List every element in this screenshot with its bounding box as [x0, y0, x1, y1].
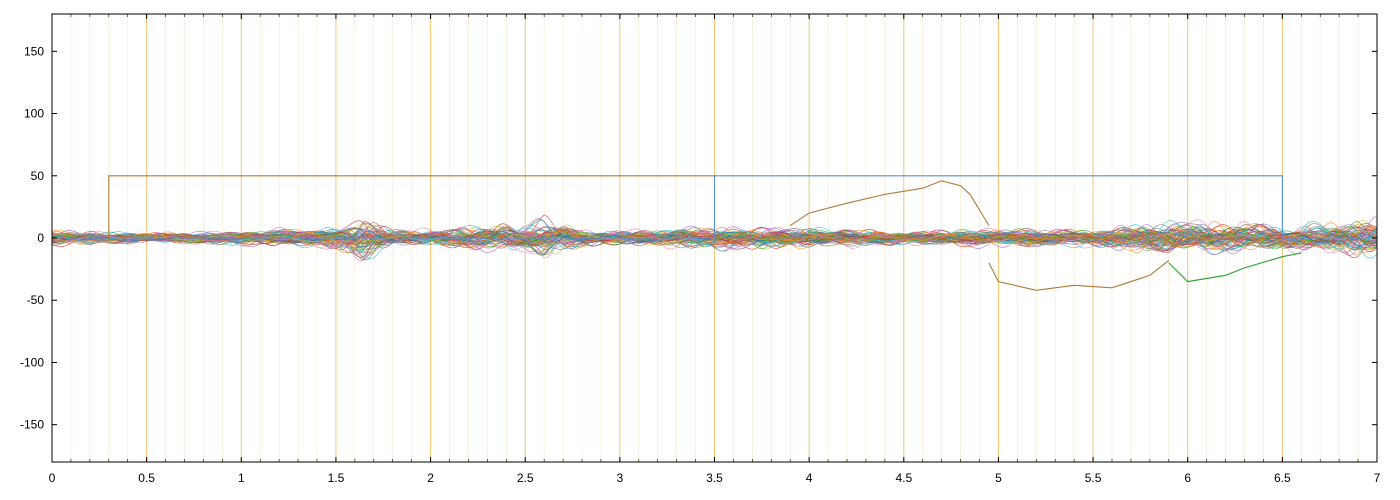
series-layer	[52, 175, 1377, 291]
x-tick-label: 6.5	[1274, 471, 1291, 485]
y-tick-label: -150	[20, 418, 44, 432]
y-tick-label: 100	[24, 107, 44, 121]
eeg-trace	[51, 229, 1378, 249]
eeg-trace	[51, 227, 1378, 250]
x-tick-label: 0.5	[138, 471, 155, 485]
series-line	[789, 180, 990, 227]
series-line	[988, 259, 1170, 291]
y-tick-label: -50	[27, 293, 45, 307]
series-line	[1168, 252, 1302, 283]
x-tick-label: 5.5	[1085, 471, 1102, 485]
x-tick-label: 4	[806, 471, 813, 485]
x-tick-label: 6	[1184, 471, 1191, 485]
x-tick-label: 2	[427, 471, 434, 485]
eeg-trace	[51, 223, 1378, 248]
y-tick-label: 150	[24, 44, 44, 58]
x-tick-label: 2.5	[517, 471, 534, 485]
series-line	[52, 175, 1377, 239]
x-tick-label: 1.5	[328, 471, 345, 485]
y-tick-label: -100	[20, 355, 44, 369]
x-tick-label: 0	[49, 471, 56, 485]
x-tick-label: 4.5	[895, 471, 912, 485]
y-axis: 150 100 50 0 -50 -100 -150	[20, 44, 1377, 432]
x-tick-label: 1	[238, 471, 245, 485]
x-axis: 0 0.5 1 1.5 2 2.5 3 3.5 4 4.5 5 5.5 6 6.5 7	[49, 14, 1381, 485]
x-tick-label: 7	[1374, 471, 1381, 485]
y-tick-label: 50	[31, 169, 45, 183]
eeg-trace	[51, 224, 1378, 250]
y-tick-label: 0	[37, 231, 44, 245]
x-tick-label: 3.5	[706, 471, 723, 485]
x-tick-label: 3	[617, 471, 624, 485]
x-tick-label: 5	[995, 471, 1002, 485]
eeg-trace	[51, 218, 1378, 256]
